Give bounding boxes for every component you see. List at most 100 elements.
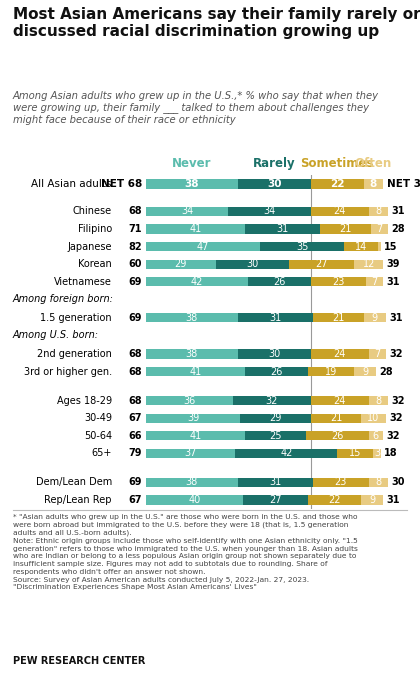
Text: Japanese: Japanese bbox=[67, 241, 112, 251]
Text: 22: 22 bbox=[330, 179, 344, 189]
Text: Among Asian adults who grew up in the U.S.,* % who say that when they
were growi: Among Asian adults who grew up in the U.… bbox=[13, 91, 378, 125]
Bar bbox=[146, 414, 240, 423]
Text: 30: 30 bbox=[267, 179, 281, 189]
Text: 21: 21 bbox=[332, 313, 344, 323]
Text: 31: 31 bbox=[389, 313, 403, 323]
Text: 7: 7 bbox=[372, 277, 378, 286]
Bar bbox=[146, 224, 245, 233]
Text: 30-49: 30-49 bbox=[84, 413, 112, 423]
Text: NET 31: NET 31 bbox=[387, 179, 420, 189]
Text: Often: Often bbox=[355, 157, 392, 170]
Text: 31: 31 bbox=[276, 224, 289, 234]
Text: Dem/Lean Dem: Dem/Lean Dem bbox=[36, 477, 112, 487]
Text: 69: 69 bbox=[129, 477, 142, 487]
Bar bbox=[245, 367, 308, 376]
Text: 7: 7 bbox=[374, 349, 380, 359]
Bar bbox=[146, 367, 245, 376]
Text: 41: 41 bbox=[189, 224, 202, 234]
Text: 69: 69 bbox=[129, 313, 142, 323]
Text: 10: 10 bbox=[368, 413, 380, 423]
Bar bbox=[369, 478, 388, 487]
Text: 1.5 generation: 1.5 generation bbox=[40, 313, 112, 323]
Bar bbox=[238, 349, 310, 359]
Text: 27: 27 bbox=[315, 259, 328, 269]
Bar bbox=[369, 207, 388, 216]
Bar bbox=[308, 495, 361, 505]
Text: 36: 36 bbox=[183, 396, 196, 406]
Text: 69: 69 bbox=[129, 277, 142, 286]
Text: 22: 22 bbox=[328, 495, 341, 505]
Text: 47: 47 bbox=[197, 241, 209, 251]
Bar bbox=[364, 313, 386, 322]
Bar bbox=[310, 179, 364, 189]
Text: Never: Never bbox=[172, 157, 212, 170]
Text: 24: 24 bbox=[333, 349, 346, 359]
Text: 32: 32 bbox=[387, 431, 400, 441]
Bar bbox=[320, 224, 371, 233]
Text: 31: 31 bbox=[387, 277, 400, 286]
Bar bbox=[236, 449, 337, 458]
Text: 38: 38 bbox=[186, 477, 198, 487]
Text: 67: 67 bbox=[129, 413, 142, 423]
Bar bbox=[233, 396, 310, 405]
Text: 68: 68 bbox=[129, 396, 142, 406]
Text: 67: 67 bbox=[129, 495, 142, 505]
Text: 34: 34 bbox=[263, 206, 276, 216]
Text: 8: 8 bbox=[375, 396, 381, 406]
Text: 21: 21 bbox=[330, 413, 342, 423]
Text: 31: 31 bbox=[269, 313, 281, 323]
Text: 40: 40 bbox=[188, 495, 200, 505]
Bar bbox=[354, 367, 376, 376]
Bar bbox=[366, 277, 383, 286]
Bar bbox=[371, 224, 388, 233]
Text: 15: 15 bbox=[349, 448, 362, 458]
Text: 30: 30 bbox=[246, 259, 259, 269]
Bar bbox=[240, 414, 310, 423]
Text: 2nd generation: 2nd generation bbox=[37, 349, 112, 359]
Text: PEW RESEARCH CENTER: PEW RESEARCH CENTER bbox=[13, 656, 145, 666]
Bar bbox=[260, 242, 344, 251]
Bar bbox=[216, 259, 289, 269]
Text: 28: 28 bbox=[380, 367, 393, 377]
Bar bbox=[146, 449, 236, 458]
Bar bbox=[310, 396, 369, 405]
Bar bbox=[146, 277, 247, 286]
Text: Ages 18-29: Ages 18-29 bbox=[57, 396, 112, 406]
Bar bbox=[306, 431, 369, 440]
Bar bbox=[310, 414, 361, 423]
Bar bbox=[243, 495, 308, 505]
Bar bbox=[228, 207, 310, 216]
Text: 26: 26 bbox=[270, 367, 283, 377]
Text: 37: 37 bbox=[184, 448, 197, 458]
Text: 41: 41 bbox=[189, 367, 202, 377]
Text: Vietnamese: Vietnamese bbox=[54, 277, 112, 286]
Text: 9: 9 bbox=[362, 367, 368, 377]
Text: 39: 39 bbox=[187, 413, 199, 423]
Text: 68: 68 bbox=[129, 206, 142, 216]
Bar bbox=[247, 277, 310, 286]
Text: 30: 30 bbox=[392, 477, 405, 487]
Text: 18: 18 bbox=[384, 448, 398, 458]
Text: 34: 34 bbox=[181, 206, 193, 216]
Text: 60: 60 bbox=[129, 259, 142, 269]
Text: 3rd or higher gen.: 3rd or higher gen. bbox=[24, 367, 112, 377]
Bar bbox=[146, 478, 238, 487]
Text: 68: 68 bbox=[129, 349, 142, 359]
Text: 7: 7 bbox=[376, 224, 383, 234]
Text: 19: 19 bbox=[325, 367, 337, 377]
Text: 31: 31 bbox=[269, 477, 281, 487]
Text: 28: 28 bbox=[392, 224, 405, 234]
Text: 21: 21 bbox=[339, 224, 352, 234]
Bar bbox=[238, 313, 313, 322]
Text: 9: 9 bbox=[372, 313, 378, 323]
Text: 50-64: 50-64 bbox=[84, 431, 112, 441]
Bar bbox=[146, 207, 228, 216]
Bar bbox=[361, 414, 386, 423]
Text: Rarely: Rarely bbox=[253, 157, 296, 170]
Text: Korean: Korean bbox=[78, 259, 112, 269]
Text: Among U.S. born:: Among U.S. born: bbox=[13, 330, 99, 340]
Bar bbox=[146, 431, 245, 440]
Text: 42: 42 bbox=[191, 277, 203, 286]
Text: Among foreign born:: Among foreign born: bbox=[13, 294, 113, 304]
Bar bbox=[146, 349, 238, 359]
